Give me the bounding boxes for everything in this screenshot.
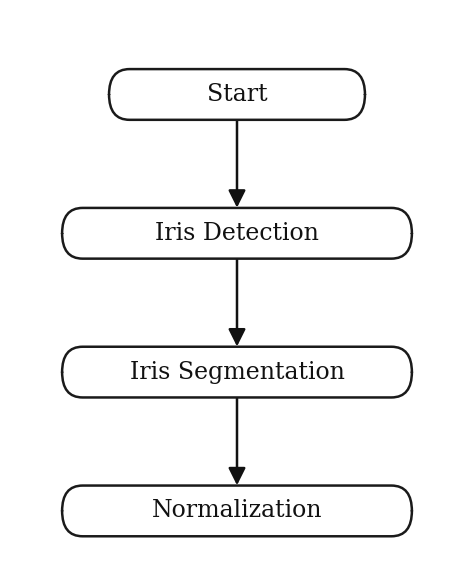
Text: Normalization: Normalization <box>152 499 322 523</box>
Text: Iris Segmentation: Iris Segmentation <box>129 361 345 383</box>
FancyBboxPatch shape <box>62 346 412 398</box>
Text: Start: Start <box>207 83 267 106</box>
Text: Iris Detection: Iris Detection <box>155 222 319 245</box>
FancyBboxPatch shape <box>62 208 412 258</box>
FancyBboxPatch shape <box>62 486 412 536</box>
FancyBboxPatch shape <box>109 69 365 120</box>
